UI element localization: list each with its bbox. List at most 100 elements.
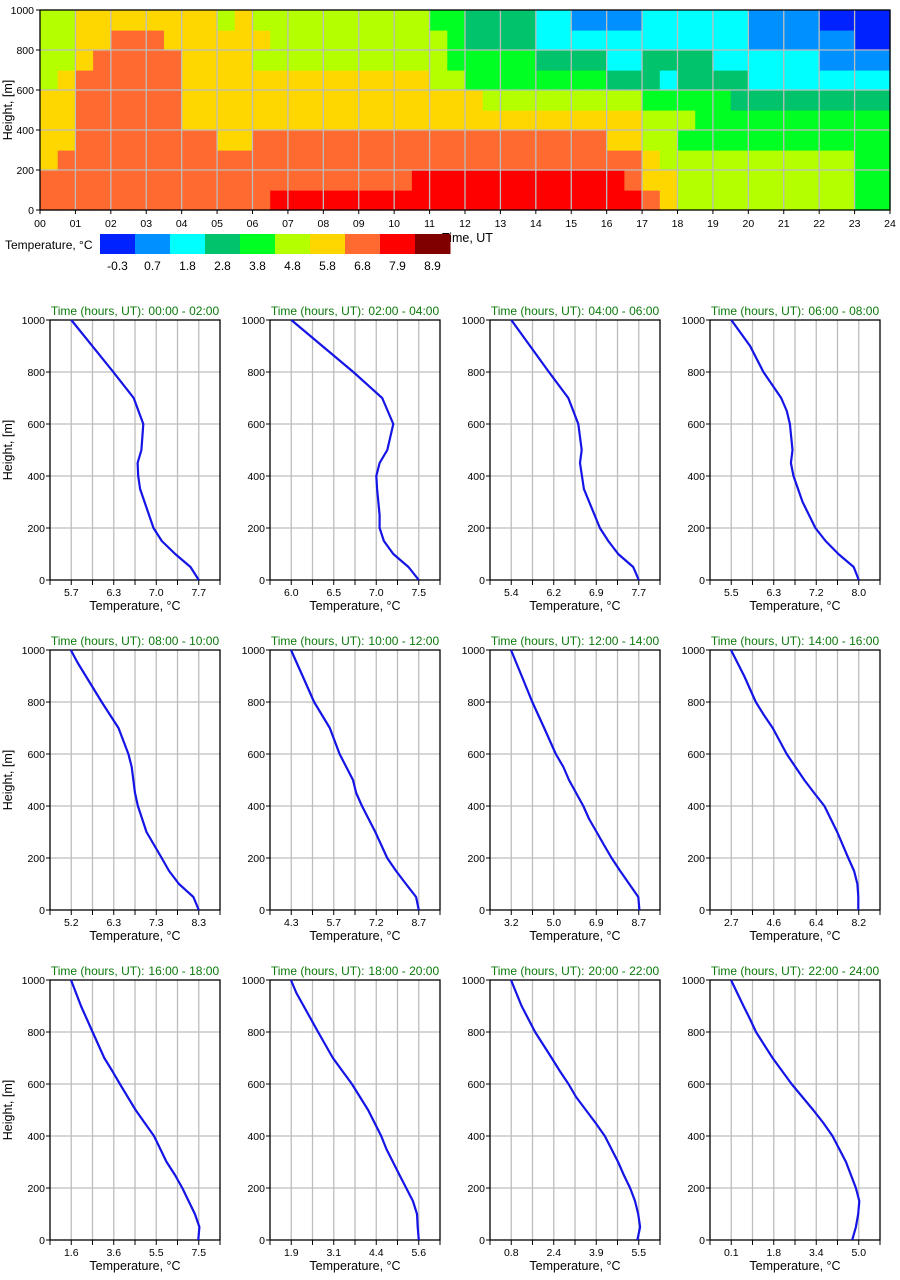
heatmap-cell [588, 150, 608, 171]
profile-x-tick-label: 3.6 [106, 1247, 121, 1259]
heatmap-cell [730, 30, 749, 51]
heatmap-cell [500, 150, 519, 171]
profile-x-axis-label: Temperature, °C [529, 599, 620, 613]
profile-title: Time (hours, UT): 04:00 - 06:00 [491, 304, 660, 318]
heatmap-cell [854, 70, 873, 91]
profile-x-tick-label: 5.2 [64, 917, 79, 929]
heatmap-x-tick-label: 02 [105, 218, 117, 230]
heatmap-cell [270, 150, 289, 171]
heatmap-cell [535, 50, 555, 71]
heatmap-cell [110, 90, 130, 111]
heatmap-cell [606, 50, 625, 71]
heatmap-cell [287, 70, 307, 91]
heatmap-cell [93, 130, 112, 151]
heatmap-cell [128, 150, 147, 171]
profile-x-tick-label: 6.3 [766, 587, 781, 599]
heatmap-cell [482, 130, 502, 151]
profile-y-tick-label: 0 [479, 905, 485, 917]
heatmap-cell [465, 150, 484, 171]
profile-y-axis-label: Height, [m] [1, 420, 15, 480]
heatmap-cell [659, 190, 679, 211]
heatmap-cell [659, 70, 679, 91]
heatmap-cell [181, 70, 200, 91]
heatmap-cell [447, 70, 466, 91]
heatmap-x-tick-label: 06 [247, 218, 259, 230]
profile-title-prefix: Time (hours, UT): [51, 304, 145, 318]
heatmap-y-tick-label: 1000 [11, 5, 35, 17]
heatmap-cell [553, 90, 572, 111]
heatmap-cell [500, 50, 519, 71]
heatmap-x-tick-label: 16 [601, 218, 613, 230]
heatmap-cell [146, 110, 165, 131]
heatmap-cell [783, 190, 803, 211]
temperature-colorbar: -0.3 0.7 1.8 2.8 3.8 4.8 5.8 6.8 7.9 8.9 Temperatu… [5, 234, 451, 273]
heatmap-cell [75, 170, 94, 191]
profile-y-tick-label: 400 [467, 1131, 485, 1143]
profile-title: Time (hours, UT): 12:00 - 14:00 [491, 634, 660, 648]
heatmap-cell [748, 190, 767, 211]
profile-title: Time (hours, UT): 06:00 - 08:00 [711, 304, 880, 318]
heatmap-cell [535, 90, 555, 111]
heatmap-cell [394, 110, 413, 131]
profile-y-tick-label: 0 [259, 905, 265, 917]
heatmap-cell [57, 90, 77, 111]
heatmap-cell [642, 170, 661, 191]
heatmap-cell [854, 30, 873, 51]
heatmap-cell [712, 70, 732, 91]
heatmap-cell [730, 190, 749, 211]
heatmap-cell [748, 50, 767, 71]
heatmap-x-tick-label: 24 [884, 218, 896, 230]
profile-x-tick-label: 8.7 [411, 917, 426, 929]
heatmap-cell [358, 130, 378, 151]
heatmap-cell [429, 50, 448, 71]
colorbar-swatch [100, 234, 136, 254]
profile-x-axis-label: Temperature, °C [89, 599, 180, 613]
heatmap-cell [341, 70, 360, 91]
heatmap-cell [500, 10, 519, 31]
heatmap-cell [695, 70, 714, 91]
heatmap-cell [748, 70, 767, 91]
heatmap-cell [75, 150, 94, 171]
heatmap-cell [234, 90, 254, 111]
profile-y-tick-label: 600 [467, 1079, 485, 1091]
heatmap-y-tick-label: 600 [16, 85, 34, 97]
profile-x-tick-label: 7.3 [149, 917, 164, 929]
heatmap-cell [712, 130, 732, 151]
heatmap-cell [482, 30, 502, 51]
heatmap-cell [730, 110, 749, 131]
heatmap-cell [40, 10, 59, 31]
heatmap-cell [287, 90, 307, 111]
colorbar-level-label: -0.3 [107, 259, 128, 273]
heatmap-cell [518, 190, 537, 211]
heatmap-cell [872, 10, 891, 31]
heatmap-cell [75, 30, 94, 51]
heatmap-cell [110, 30, 130, 51]
heatmap-cell [872, 30, 891, 51]
profile-title-prefix: Time (hours, UT): [51, 964, 145, 978]
profile-x-tick-label: 5.0 [851, 1247, 866, 1259]
heatmap-cell [872, 110, 891, 131]
heatmap-cell [146, 150, 165, 171]
heatmap-cell [624, 190, 643, 211]
heatmap-cell [783, 10, 803, 31]
heatmap-cell [748, 110, 767, 131]
heatmap-cell [482, 110, 502, 131]
heatmap-cell [341, 90, 360, 111]
heatmap-cell [323, 10, 342, 31]
heatmap-cell [624, 90, 643, 111]
heatmap-cell [217, 30, 236, 51]
heatmap-cell [128, 70, 147, 91]
heatmap-cell [411, 10, 431, 31]
heatmap-cell [677, 110, 696, 131]
heatmap-cell [181, 90, 200, 111]
heatmap-cell [836, 10, 856, 31]
profile-x-tick-label: 1.8 [766, 1247, 781, 1259]
heatmap-cell [642, 30, 661, 51]
heatmap-cell [323, 190, 342, 211]
heatmap-cell [163, 170, 183, 191]
profile-y-tick-label: 1000 [462, 975, 486, 987]
profile-title-range: 18:00 - 20:00 [368, 964, 439, 978]
heatmap-cell [341, 170, 360, 191]
heatmap-cell [588, 10, 608, 31]
heatmap-cell [305, 90, 324, 111]
